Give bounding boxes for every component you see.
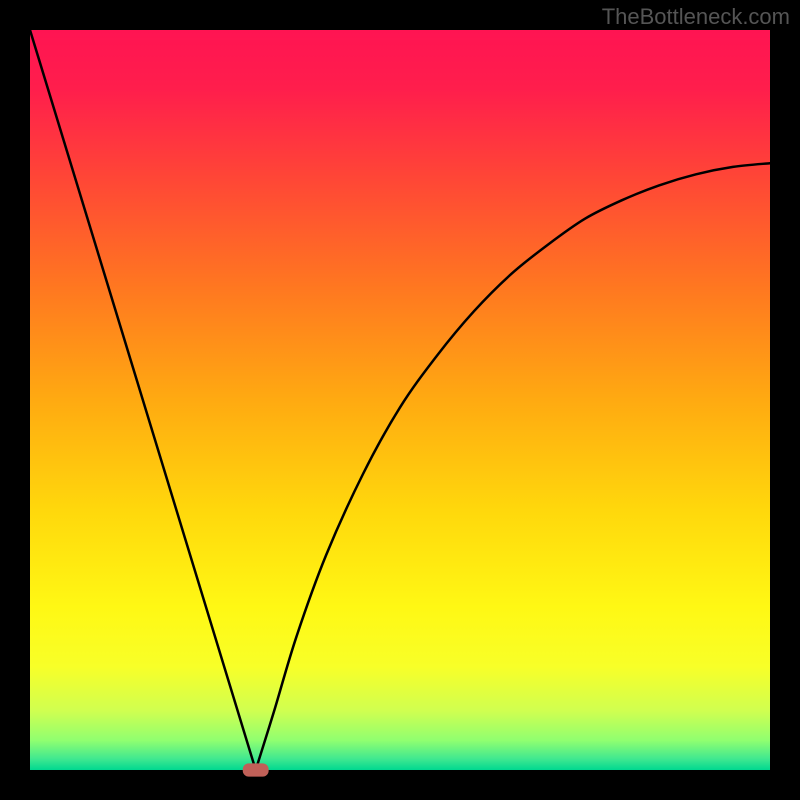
chart-container: TheBottleneck.com [0, 0, 800, 800]
plot-background [30, 30, 770, 770]
chart-svg [0, 0, 800, 800]
dip-marker [243, 763, 269, 776]
watermark-text: TheBottleneck.com [602, 4, 790, 30]
